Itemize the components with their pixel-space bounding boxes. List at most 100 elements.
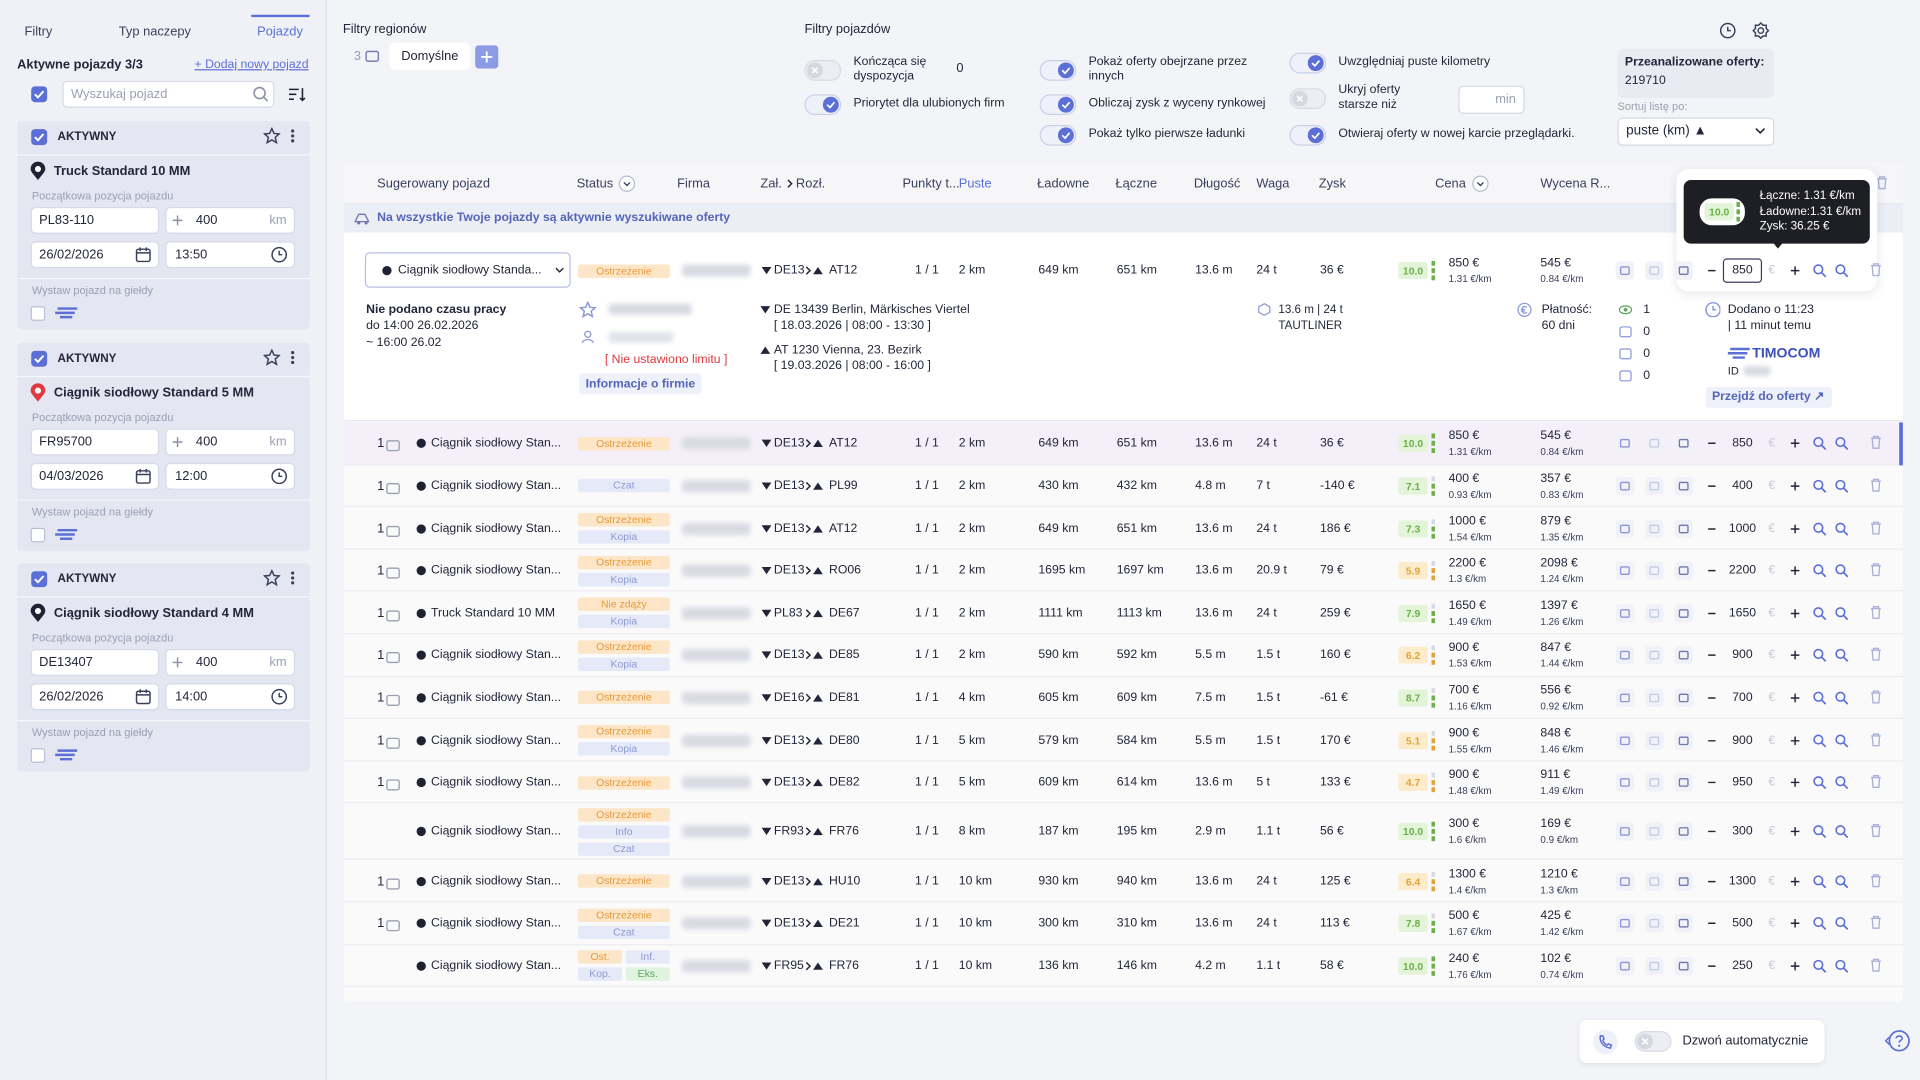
column-header[interactable]: Sugerowany pojazd	[377, 176, 491, 192]
decrease-button[interactable]	[1707, 876, 1717, 886]
call-button[interactable]	[1644, 646, 1664, 666]
date-input[interactable]	[30, 683, 160, 711]
region-button[interactable]	[389, 42, 471, 70]
increase-button[interactable]	[1790, 876, 1800, 886]
search-similar[interactable]	[1811, 915, 1827, 931]
favorite-star[interactable]	[263, 569, 281, 587]
offer-value[interactable]: 700	[1732, 691, 1753, 705]
open-button[interactable]	[1615, 914, 1635, 934]
offer-value[interactable]: 950	[1732, 775, 1753, 790]
company-info-button[interactable]	[579, 373, 702, 395]
offer-value[interactable]: 500	[1732, 916, 1753, 931]
search-return[interactable]	[1833, 689, 1849, 705]
decrease-button[interactable]	[1707, 827, 1717, 837]
radius-input[interactable]	[165, 648, 296, 676]
mail-button[interactable]	[1674, 956, 1694, 976]
column-header[interactable]: Łączne	[1115, 176, 1157, 192]
search-similar[interactable]	[1811, 605, 1827, 621]
search-similar[interactable]	[1811, 520, 1827, 536]
mail-button[interactable]	[1674, 476, 1694, 496]
offer-row[interactable]	[344, 634, 1903, 677]
price-filter[interactable]	[1472, 175, 1489, 192]
column-header[interactable]: Puste	[958, 176, 992, 192]
tab[interactable]: Typ naczepy	[118, 24, 191, 40]
column-header[interactable]: Rozł.	[795, 176, 826, 192]
offer-row[interactable]	[344, 719, 1903, 762]
open-button[interactable]	[1615, 871, 1635, 891]
offer-row[interactable]	[344, 761, 1903, 804]
offer-value[interactable]: 2200	[1728, 563, 1757, 578]
search-return[interactable]	[1833, 647, 1849, 663]
search-similar[interactable]	[1811, 873, 1827, 889]
older-input[interactable]	[1458, 85, 1525, 114]
filter-toggle[interactable]	[1289, 124, 1327, 146]
decrease-button[interactable]	[1707, 566, 1717, 576]
search-return[interactable]	[1833, 873, 1849, 889]
search-similar[interactable]	[1811, 957, 1827, 973]
filter-toggle[interactable]	[1039, 94, 1077, 116]
open-button[interactable]	[1615, 261, 1635, 281]
call-button[interactable]	[1644, 956, 1664, 976]
call-button[interactable]	[1644, 261, 1664, 281]
sort-button[interactable]	[288, 86, 306, 103]
search-return[interactable]	[1833, 520, 1849, 536]
vehicle-checkbox[interactable]	[31, 571, 48, 588]
column-header[interactable]: Firma	[677, 176, 711, 192]
mail-button[interactable]	[1674, 914, 1694, 934]
decrease-button[interactable]	[1707, 778, 1717, 788]
call-button[interactable]	[1644, 871, 1664, 891]
column-header[interactable]: Status	[576, 176, 614, 192]
call-button[interactable]	[1644, 688, 1664, 708]
time-input[interactable]	[165, 241, 296, 269]
call-button[interactable]	[1644, 914, 1664, 934]
mail-button[interactable]	[1674, 561, 1694, 581]
search-similar[interactable]	[1811, 689, 1827, 705]
search-return[interactable]	[1833, 823, 1849, 839]
postcode-input[interactable]	[30, 648, 160, 676]
search-return[interactable]	[1833, 435, 1849, 451]
mail-button[interactable]	[1674, 646, 1694, 666]
vehicle-menu[interactable]	[288, 569, 298, 586]
exchange-checkbox[interactable]	[30, 527, 46, 543]
increase-button[interactable]	[1790, 481, 1800, 491]
call-button[interactable]	[1644, 603, 1664, 623]
call-button[interactable]	[1644, 519, 1664, 539]
offer-value[interactable]: 250	[1732, 959, 1753, 973]
delete-offer[interactable]	[1869, 774, 1884, 789]
tab[interactable]: Pojazdy	[257, 24, 303, 40]
open-button[interactable]	[1615, 603, 1635, 623]
mail-button[interactable]	[1674, 730, 1694, 750]
column-header[interactable]: Wycena R...	[1540, 176, 1611, 192]
increase-button[interactable]	[1790, 439, 1800, 449]
filter-toggle[interactable]	[1289, 88, 1327, 109]
column-header[interactable]: Zał.	[760, 176, 782, 192]
search-similar[interactable]	[1811, 435, 1827, 451]
offer-row[interactable]	[344, 902, 1903, 945]
offer-value[interactable]: 300	[1732, 825, 1753, 839]
vehicle-menu[interactable]	[288, 127, 298, 144]
offer-row[interactable]	[344, 592, 1903, 635]
postcode-input[interactable]	[30, 428, 160, 456]
decrease-button[interactable]	[1707, 481, 1717, 491]
search-similar[interactable]	[1811, 262, 1827, 278]
decrease-button[interactable]	[1707, 266, 1717, 276]
open-button[interactable]	[1615, 773, 1635, 793]
offer-row[interactable]	[344, 860, 1903, 903]
search-similar[interactable]	[1811, 774, 1827, 790]
call-button[interactable]	[1644, 773, 1664, 793]
decrease-button[interactable]	[1707, 651, 1717, 661]
column-header[interactable]: Zysk	[1318, 176, 1346, 192]
search-similar[interactable]	[1811, 823, 1827, 839]
increase-button[interactable]	[1790, 919, 1800, 929]
date-input[interactable]	[30, 462, 160, 490]
delete-offer[interactable]	[1869, 605, 1884, 620]
radius-input[interactable]	[165, 206, 296, 234]
status-filter[interactable]	[618, 175, 636, 192]
offer-value[interactable]: 1000	[1728, 521, 1757, 536]
decrease-button[interactable]	[1707, 523, 1717, 533]
decrease-button[interactable]	[1707, 735, 1717, 745]
search-return[interactable]	[1833, 562, 1849, 578]
call-button[interactable]	[1644, 434, 1664, 454]
increase-button[interactable]	[1790, 566, 1800, 576]
mail-button[interactable]	[1674, 822, 1694, 842]
